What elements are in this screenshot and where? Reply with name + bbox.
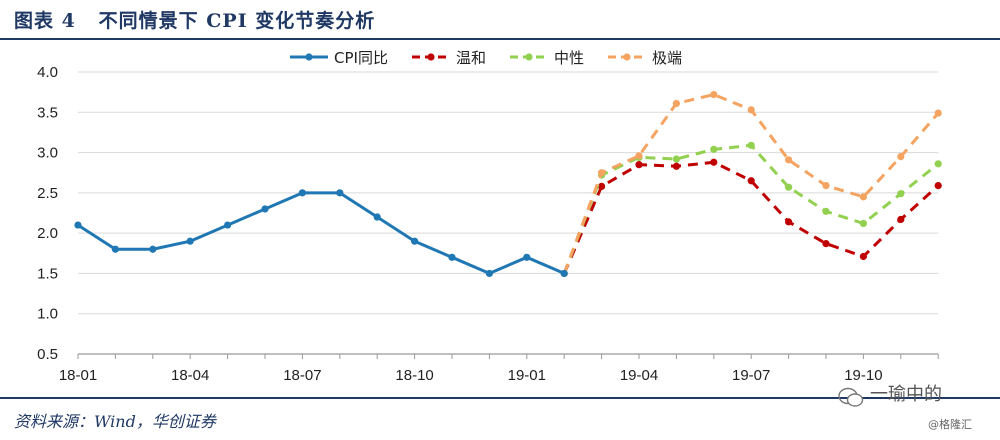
title-bar: 图表 4 不同情景下 CPI 变化节奏分析 xyxy=(0,0,1000,40)
legend-swatch xyxy=(607,53,646,61)
wechat-icon xyxy=(838,387,864,407)
data-point xyxy=(897,215,905,224)
y-tick-label: 1.5 xyxy=(37,265,58,282)
data-point xyxy=(897,190,905,198)
data-point xyxy=(373,213,381,221)
data-point xyxy=(672,162,681,170)
x-tick-label: 18-07 xyxy=(283,367,321,384)
data-point xyxy=(859,219,868,228)
bottom-rule xyxy=(0,397,1000,399)
y-tick-label: 2.0 xyxy=(37,225,58,242)
data-point xyxy=(747,106,755,114)
y-tick-label: 0.5 xyxy=(37,346,58,363)
data-point xyxy=(298,189,306,197)
x-tick-label: 19-07 xyxy=(732,367,770,384)
data-point xyxy=(747,141,755,149)
data-point xyxy=(560,269,568,278)
watermark-source: @格隆汇 xyxy=(928,418,972,431)
data-point xyxy=(710,145,718,153)
legend-item: 温和 xyxy=(410,47,486,68)
data-point xyxy=(672,155,681,163)
data-point xyxy=(822,182,830,190)
data-point xyxy=(485,269,493,278)
data-point xyxy=(261,205,269,213)
data-point xyxy=(785,156,793,164)
x-tick-label: 19-01 xyxy=(508,367,546,384)
y-tick-label: 1.0 xyxy=(37,306,58,323)
data-point xyxy=(934,182,942,190)
legend-item: 极端 xyxy=(606,47,682,68)
data-point xyxy=(672,99,681,108)
legend-item: CPI同比 xyxy=(288,47,388,68)
x-tick-label: 18-01 xyxy=(59,367,97,384)
data-point xyxy=(859,252,868,261)
chart-legend: CPI同比 温和 中性 极端 xyxy=(288,46,704,68)
data-point xyxy=(747,177,755,185)
y-tick-label: 2.5 xyxy=(37,185,58,202)
line-chart: 0.5 1.0 1.5 2.0 2.5 3.0 3.5 4.0 18-01 18-04 18-07 1… xyxy=(37,64,942,384)
legend-swatch xyxy=(509,53,548,61)
data-point xyxy=(111,245,119,253)
data-point xyxy=(785,218,793,226)
x-tick-label: 18-04 xyxy=(171,367,209,384)
data-point xyxy=(822,240,830,248)
data-point xyxy=(336,189,344,197)
legend-label: CPI同比 xyxy=(334,48,388,67)
y-tick-label: 3.5 xyxy=(37,104,58,121)
x-tick-label: 18-10 xyxy=(395,367,433,384)
data-point xyxy=(934,160,942,168)
data-point xyxy=(897,153,905,161)
legend-item: 中性 xyxy=(508,47,584,68)
data-point xyxy=(523,253,531,261)
data-point xyxy=(822,207,830,215)
legend-label: 极端 xyxy=(651,48,682,67)
data-point xyxy=(635,161,643,169)
watermark-text: 一瑜中的 xyxy=(870,384,942,405)
data-point xyxy=(224,221,232,229)
data-point xyxy=(859,193,868,201)
x-tick-label: 19-10 xyxy=(844,367,882,384)
series-line xyxy=(562,160,940,275)
data-point xyxy=(710,90,718,99)
legend-swatch xyxy=(411,53,450,61)
y-tick-label: 4.0 xyxy=(37,64,58,81)
data-point xyxy=(598,182,606,191)
data-point xyxy=(411,237,419,245)
data-point xyxy=(598,169,606,177)
data-point xyxy=(785,183,793,191)
data-point xyxy=(934,109,942,117)
chart-title: 图表 4 不同情景下 CPI 变化节奏分析 xyxy=(14,10,376,32)
data-point xyxy=(710,158,718,166)
data-point xyxy=(448,253,456,261)
data-point xyxy=(635,152,643,160)
source-note: 资料来源：Wind，华创证券 xyxy=(14,412,216,431)
legend-swatch xyxy=(290,53,328,61)
data-point xyxy=(186,237,194,245)
legend-label: 温和 xyxy=(455,48,486,67)
legend-label: 中性 xyxy=(553,48,584,67)
series-line xyxy=(77,191,565,275)
x-tick-label: 19-04 xyxy=(620,367,658,384)
y-tick-label: 3.0 xyxy=(37,145,58,162)
data-point xyxy=(149,245,157,253)
data-point xyxy=(74,221,82,229)
